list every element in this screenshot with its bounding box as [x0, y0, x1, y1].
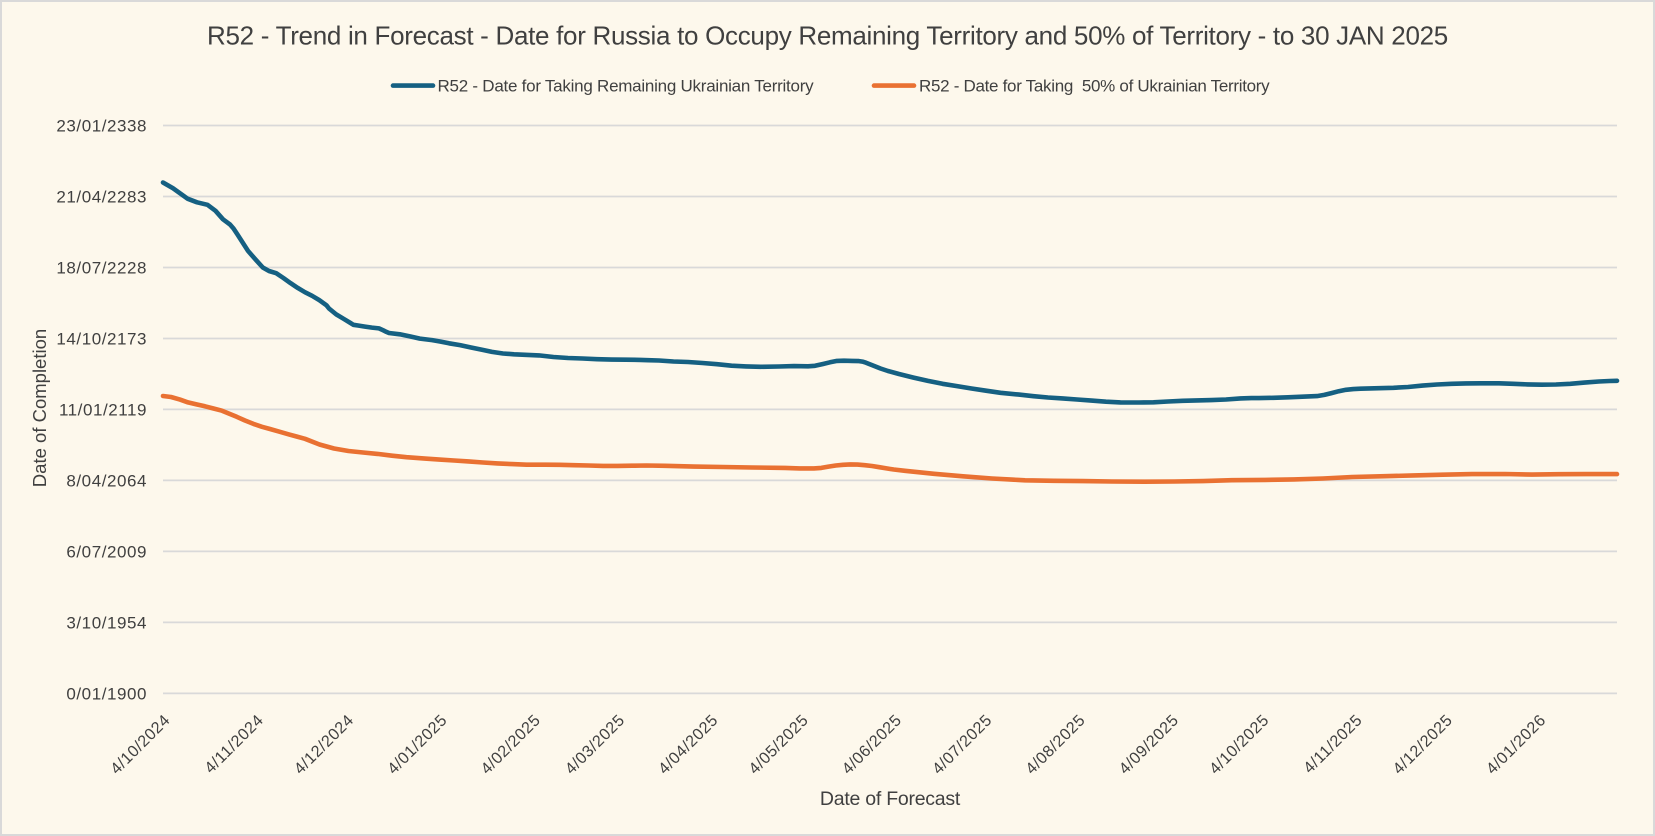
svg-text:R52 - Trend in Forecast - Date: R52 - Trend in Forecast - Date for Russi…: [207, 21, 1448, 51]
svg-text:Date of Completion: Date of Completion: [29, 329, 50, 487]
svg-text:6/07/2009: 6/07/2009: [66, 543, 147, 562]
svg-text:0/01/1900: 0/01/1900: [66, 685, 147, 704]
svg-text:R52 - Date for Taking Remainin: R52 - Date for Taking Remaining Ukrainia…: [438, 77, 815, 96]
svg-text:21/04/2283: 21/04/2283: [56, 188, 147, 207]
svg-text:Date of Forecast: Date of Forecast: [820, 788, 961, 810]
svg-text:R52 - Date for Taking 50% of: R52 - Date for Taking 50% of Ukrainian T…: [919, 77, 1270, 96]
svg-text:14/10/2173: 14/10/2173: [56, 330, 147, 349]
svg-text:18/07/2228: 18/07/2228: [56, 259, 147, 278]
svg-text:3/10/1954: 3/10/1954: [66, 614, 147, 633]
svg-text:8/04/2064: 8/04/2064: [66, 472, 147, 491]
svg-text:23/01/2338: 23/01/2338: [56, 117, 147, 136]
svg-text:11/01/2119: 11/01/2119: [59, 401, 147, 420]
